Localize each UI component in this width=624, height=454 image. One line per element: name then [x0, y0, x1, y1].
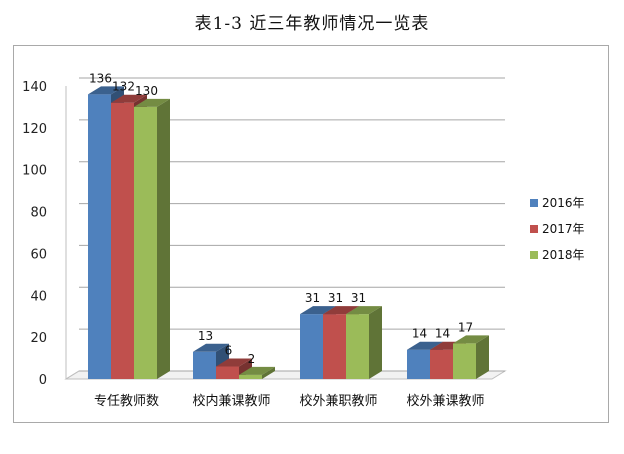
- legend: 2016年 2017年 2018年: [530, 196, 585, 262]
- data-label: 2: [248, 352, 256, 366]
- bar-side: [262, 366, 275, 379]
- bar: [453, 343, 476, 379]
- x-tick-label: 校外兼职教师: [299, 393, 377, 409]
- y-tick-label: 60: [30, 247, 47, 262]
- bar-top: [134, 98, 170, 107]
- bar: [134, 106, 157, 379]
- bar: [323, 314, 346, 379]
- legend-swatch: [530, 225, 538, 233]
- bar-2-3: 2: [239, 352, 275, 379]
- bar-top: [193, 343, 229, 352]
- x-tick-label: 校内兼课教师: [192, 393, 270, 409]
- chart-title: 表1-3 近三年教师情况一览表: [194, 14, 430, 34]
- data-label: 14: [435, 327, 450, 341]
- bar-top: [407, 341, 443, 350]
- x-tick-label: 校外兼课教师: [406, 393, 484, 409]
- y-tick-label: 20: [30, 331, 47, 346]
- bar: [407, 349, 430, 379]
- legend-item: 2018年: [530, 248, 585, 262]
- bar-1-3: 130: [134, 84, 170, 379]
- x-axis-labels: 专任教师数 校内兼课教师 校外兼职教师 校外兼课教师: [94, 393, 485, 409]
- y-tick-label: 100: [22, 164, 47, 179]
- y-tick-label: 120: [22, 122, 47, 137]
- data-label: 130: [135, 84, 158, 98]
- bar-side: [369, 306, 382, 379]
- legend-label: 2018年: [542, 248, 585, 262]
- data-label: 136: [89, 71, 112, 85]
- bar-top: [216, 358, 252, 367]
- data-label: 14: [412, 327, 427, 341]
- legend-swatch: [530, 199, 538, 207]
- y-tick-label: 80: [30, 206, 47, 221]
- data-label: 6: [225, 343, 233, 357]
- y-tick-label: 40: [30, 289, 47, 304]
- bar-top: [88, 86, 124, 95]
- bar-top: [239, 366, 275, 375]
- legend-item: 2017年: [530, 222, 585, 236]
- x-tick-label: 专任教师数: [94, 393, 159, 409]
- data-label: 132: [112, 80, 135, 94]
- data-label: 13: [198, 329, 213, 343]
- data-label: 31: [328, 291, 343, 305]
- bar-top: [111, 94, 147, 103]
- legend-swatch: [530, 251, 538, 259]
- bar-3-3: 31: [346, 291, 382, 379]
- bar-top: [323, 306, 359, 315]
- bar: [239, 374, 262, 379]
- data-label: 31: [351, 291, 366, 305]
- bar: [88, 94, 111, 379]
- legend-label: 2017年: [542, 222, 585, 236]
- bar: [193, 351, 216, 379]
- bar: [216, 366, 239, 379]
- bar-top: [453, 335, 489, 344]
- bar: [300, 314, 323, 379]
- legend-label: 2016年: [542, 196, 585, 210]
- data-label: 31: [305, 291, 320, 305]
- bar-4-3: 17: [453, 320, 489, 379]
- bar: [346, 314, 369, 379]
- chart-wall-edge: [65, 370, 80, 380]
- bar-top: [346, 306, 382, 315]
- bar-side: [157, 98, 170, 379]
- bar: [111, 102, 134, 379]
- bar: [430, 349, 453, 379]
- y-tick-label: 0: [39, 373, 47, 388]
- y-tick-label: 140: [22, 80, 47, 95]
- data-label: 17: [458, 320, 473, 334]
- bar-side: [476, 335, 489, 379]
- bar-top: [300, 306, 336, 315]
- legend-item: 2016年: [530, 196, 585, 210]
